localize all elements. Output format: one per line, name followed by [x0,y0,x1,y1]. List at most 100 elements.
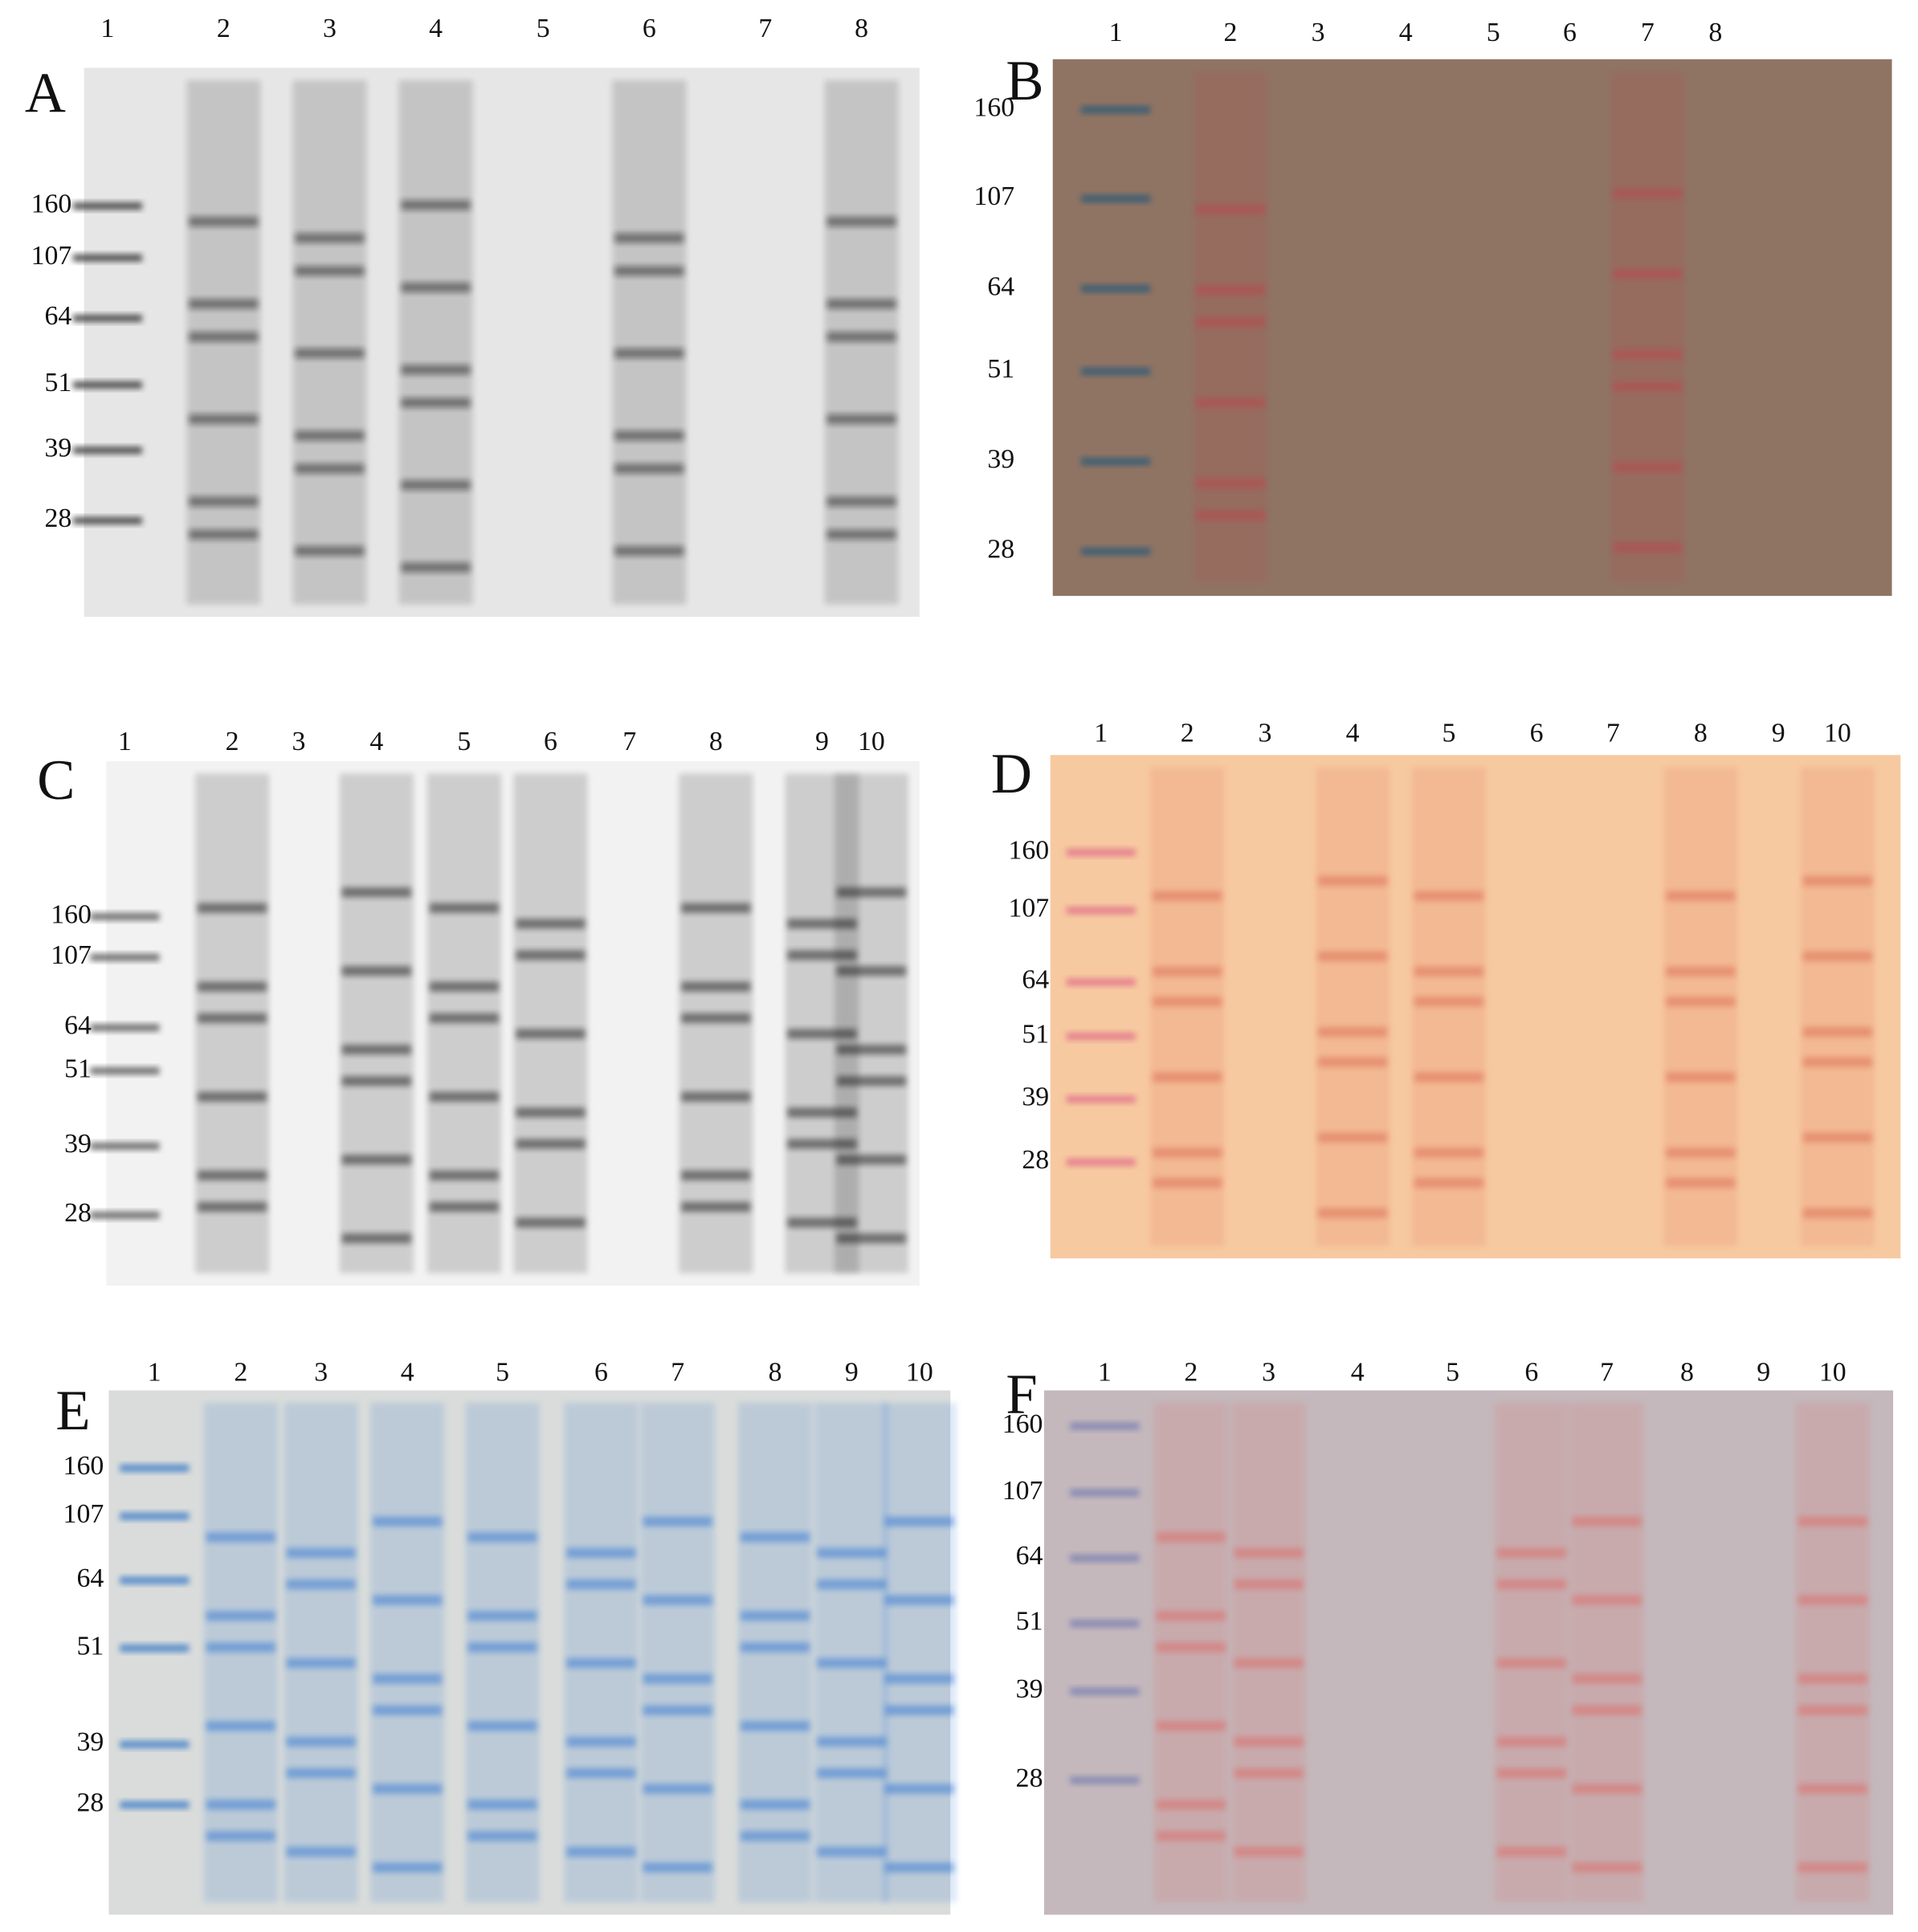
marker-label: 51 [1022,1019,1049,1049]
lane-band [467,1611,537,1621]
lane-band [681,903,751,913]
marker-label: 64 [76,1563,104,1593]
lane-band [1156,1831,1226,1841]
marker-band [1081,458,1151,466]
lane-band [198,1201,267,1213]
lane-band [614,266,684,276]
marker-band [72,314,142,322]
lane-label: 1 [1098,1357,1112,1387]
lane-band [1666,1177,1736,1188]
lane-band [189,216,259,227]
lane-band [1414,891,1483,901]
marker-label: 51 [45,368,72,397]
lane-band [516,1107,586,1118]
lane-band [295,266,365,276]
lane-band [1195,397,1266,408]
lane-band [1156,1642,1226,1653]
marker-label: 39 [1022,1082,1049,1112]
marker-label: 160 [1002,1409,1043,1439]
lane-band [826,299,896,309]
lane-band [206,1611,275,1621]
marker-band [1081,367,1151,376]
lane-band [741,1800,810,1810]
marker-band [120,1464,190,1472]
lane-label: 1 [1094,718,1108,748]
lane-smear [612,79,687,605]
lane-band [198,1013,267,1024]
lane-smear [814,1402,889,1903]
lane-smear [834,773,909,1274]
lane-label: 6 [643,14,656,43]
lane-band [1318,951,1388,962]
lane-label: 5 [1442,718,1455,748]
lane-band [836,1155,906,1165]
marker-band [1066,1095,1136,1103]
lane-band [198,981,267,992]
lane-band [817,1768,887,1779]
lane-band [826,332,896,342]
lane-band [826,216,896,227]
lane-band [836,887,906,898]
marker-label: 64 [64,1011,92,1041]
marker-band [72,516,142,524]
lane-band [206,1642,275,1653]
lane-smear [1663,767,1738,1246]
lane-smear [1569,1402,1644,1903]
lane-label: 1 [100,14,114,43]
lane-band [1798,1862,1867,1873]
lane-band [817,1657,887,1669]
lane-smear [203,1402,278,1903]
lane-smear [194,773,270,1274]
lane-band [1613,381,1683,392]
lane-label: 6 [594,1357,608,1387]
lane-band [341,1044,411,1055]
marker-band [72,254,142,262]
lane-band [1153,966,1222,976]
lane-band [189,529,259,540]
lane-band [643,1595,712,1605]
lane-label: 2 [217,14,231,43]
lane-band [566,1657,636,1669]
lane-band [1318,1057,1388,1067]
marker-band [1081,548,1151,556]
lane-band [1153,1147,1222,1158]
lane-label: 7 [1606,718,1620,748]
lane-band [1802,1026,1872,1037]
lane-band [1798,1783,1867,1794]
lane-label: 2 [1184,1357,1198,1387]
lane-band [826,414,896,425]
lane-band [516,1029,586,1039]
lane-band [467,1721,537,1731]
lane-band [1666,1072,1736,1082]
lane-band [295,233,365,243]
marker-label: 28 [1022,1145,1049,1175]
lane-band [884,1673,954,1684]
lane-band [198,903,267,913]
lane-band [1798,1705,1867,1715]
lane-label: 5 [457,727,471,756]
lane-band [1414,1177,1483,1188]
marker-label: 39 [987,444,1014,474]
lane-band [1195,284,1266,296]
marker-label: 51 [76,1631,104,1661]
panel-letter: B [1006,50,1043,112]
lane-smear [679,773,753,1274]
lane-band [1798,1595,1867,1605]
lane-band [341,887,411,898]
lane-band [1318,1208,1388,1218]
lane-label: 3 [1312,18,1325,47]
lane-band [429,1170,499,1180]
lane-band [341,1233,411,1244]
lane-band [286,1547,356,1559]
lane-smear [564,1402,639,1903]
lane-label: 4 [369,727,383,756]
lane-band [1234,1846,1304,1857]
lane-band [429,903,499,913]
marker-band [1070,1489,1140,1497]
lane-band [1156,1800,1226,1810]
lane-band [1666,966,1736,976]
lane-band [817,1547,887,1559]
lane-band [643,1705,712,1715]
lane-band [516,1139,586,1149]
marker-band [120,1576,190,1584]
